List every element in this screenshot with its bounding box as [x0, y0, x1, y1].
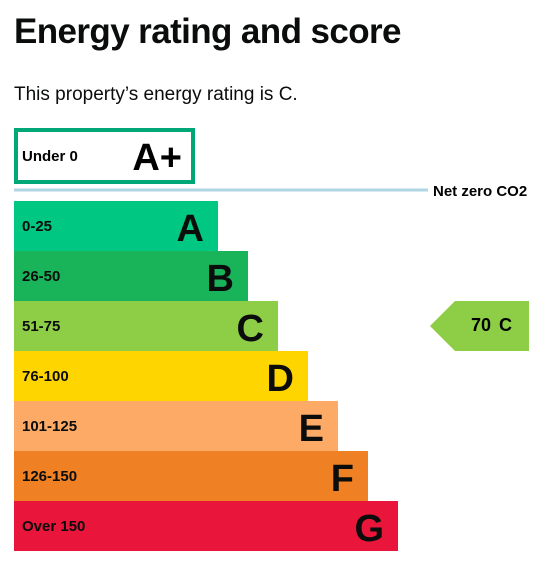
- band-f: [14, 451, 368, 501]
- band-e: [14, 401, 338, 451]
- band-a: [14, 201, 218, 251]
- top-band-letter: A+: [132, 137, 182, 179]
- band-a-letter: A: [177, 208, 204, 250]
- band-b-range: 26-50: [22, 268, 60, 285]
- net-zero-label: Net zero CO2: [433, 183, 527, 200]
- top-band: Under 0 A+: [14, 128, 195, 184]
- band-c-letter: C: [237, 308, 264, 350]
- current-rating-marker: 70 C: [430, 301, 529, 351]
- band-g-range: Over 150: [22, 518, 85, 535]
- band-c-range: 51-75: [22, 318, 60, 335]
- top-band-range: Under 0: [22, 148, 78, 165]
- current-rating-letter: C: [499, 315, 512, 335]
- band-b-letter: B: [207, 258, 234, 300]
- band-b: [14, 251, 248, 301]
- band-f-letter: F: [331, 458, 354, 500]
- band-g-letter: G: [354, 508, 384, 550]
- band-d-range: 76-100: [22, 368, 69, 385]
- band-e-range: 101-125: [22, 418, 77, 435]
- page-title: Energy rating and score: [14, 12, 401, 51]
- band-d-letter: D: [267, 358, 294, 400]
- band-g: [14, 501, 398, 551]
- band-a-range: 0-25: [22, 218, 52, 235]
- rating-bands: 0-25 A 26-50 B 51-75 C 76-100 D 101-125 E 126-150 F…: [14, 201, 398, 551]
- band-d: [14, 351, 308, 401]
- current-rating-score: 70: [471, 315, 491, 335]
- top-band-box: [14, 128, 195, 184]
- rating-summary: This property’s energy rating is C.: [14, 84, 298, 105]
- band-f-range: 126-150: [22, 468, 77, 485]
- current-rating-arrow: [430, 301, 529, 351]
- band-c: [14, 301, 278, 351]
- band-e-letter: E: [299, 408, 324, 450]
